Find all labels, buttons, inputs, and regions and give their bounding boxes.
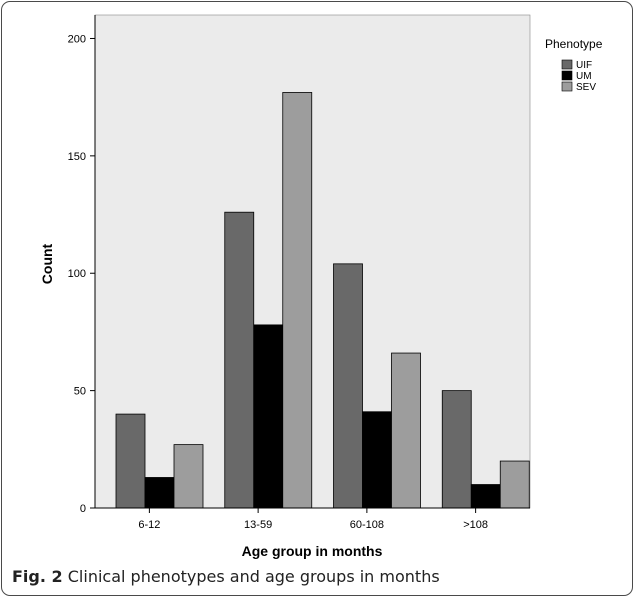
figure-label: Fig. 2: [12, 567, 63, 586]
bar-sev-3: [391, 352, 421, 509]
bar-um-3: [362, 411, 392, 509]
x-tick-label: >108: [463, 519, 488, 531]
legend-label-um: UM: [576, 71, 592, 82]
legend-swatch-uif: [561, 59, 573, 70]
bar-sev-1: [173, 444, 204, 509]
y-tick-label: 200: [68, 33, 86, 45]
bar-group: [115, 92, 530, 509]
bar-um-2: [253, 324, 284, 509]
x-tick-label: 6-12: [138, 519, 160, 531]
legend-label-uif: UIF: [576, 60, 592, 71]
x-axis-label: Age group in months: [242, 543, 383, 559]
bar-uif-2: [224, 211, 255, 509]
y-tick-label: 100: [68, 268, 86, 280]
x-tick-label: 13-59: [244, 519, 272, 531]
bar-um-1: [144, 477, 175, 509]
legend-swatch-sev: [561, 81, 573, 92]
bar-um-4: [470, 484, 501, 509]
figure-caption: Fig. 2 Clinical phenotypes and age group…: [12, 567, 440, 586]
y-tick-label: 0: [80, 503, 86, 515]
y-tick-label: 50: [74, 386, 86, 398]
figure-caption-text: Clinical phenotypes and age groups in mo…: [67, 567, 440, 586]
bar-chart: 0 50 100 150 200 6-12 13-59 60-108 >108 Count A…: [39, 14, 603, 559]
x-tick-label: 60-108: [350, 519, 384, 531]
y-tick-label: 150: [68, 151, 86, 163]
legend-title: Phenotype: [545, 37, 603, 51]
legend-label-sev: SEV: [576, 82, 596, 93]
bar-uif-3: [333, 263, 363, 509]
x-axis-ticks: 6-12 13-59 60-108 >108: [138, 508, 488, 531]
bar-sev-2: [282, 92, 313, 509]
legend-swatch-um: [561, 70, 573, 81]
y-axis-label: Count: [39, 243, 55, 284]
y-axis-ticks: 0 50 100 150 200: [68, 33, 95, 515]
bar-uif-4: [441, 390, 472, 509]
bar-sev-4: [499, 460, 530, 509]
bar-uif-1: [115, 413, 146, 509]
